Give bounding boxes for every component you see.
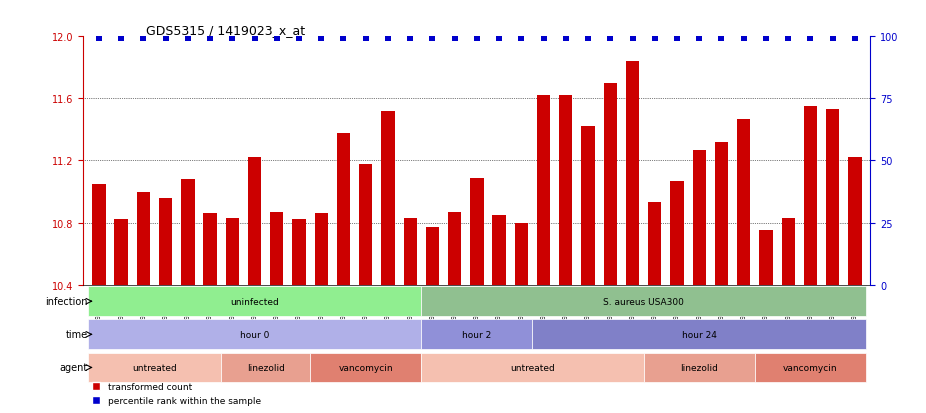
Bar: [93, 184, 106, 285]
Text: infection: infection: [45, 297, 88, 306]
FancyBboxPatch shape: [421, 287, 866, 316]
Text: untreated: untreated: [510, 363, 555, 372]
Bar: [315, 214, 328, 285]
Bar: [582, 127, 594, 285]
Bar: [693, 150, 706, 285]
Text: hour 2: hour 2: [462, 330, 492, 339]
Text: linezolid: linezolid: [681, 363, 719, 372]
Bar: [115, 220, 128, 285]
Legend: transformed count, percentile rank within the sample: transformed count, percentile rank withi…: [88, 379, 265, 408]
Bar: [181, 180, 194, 285]
Text: linezolid: linezolid: [246, 363, 284, 372]
Bar: [493, 215, 506, 285]
Bar: [270, 212, 283, 285]
Bar: [626, 62, 639, 285]
Text: uninfected: uninfected: [231, 297, 279, 306]
Bar: [804, 107, 817, 285]
FancyBboxPatch shape: [310, 353, 421, 382]
Bar: [848, 158, 861, 285]
Bar: [559, 96, 572, 285]
Bar: [782, 218, 795, 285]
Text: time: time: [66, 330, 88, 339]
Bar: [426, 228, 439, 285]
Bar: [448, 212, 461, 285]
Bar: [515, 223, 528, 285]
FancyBboxPatch shape: [88, 320, 421, 349]
Bar: [337, 133, 350, 285]
Bar: [159, 198, 172, 285]
Bar: [470, 178, 483, 285]
Bar: [670, 181, 683, 285]
FancyBboxPatch shape: [88, 353, 221, 382]
Text: untreated: untreated: [132, 363, 177, 372]
Bar: [715, 142, 728, 285]
Bar: [604, 84, 617, 285]
Text: hour 24: hour 24: [682, 330, 717, 339]
Bar: [404, 218, 417, 285]
Text: agent: agent: [59, 363, 88, 373]
Bar: [537, 96, 550, 285]
Bar: [737, 119, 750, 285]
Bar: [382, 112, 394, 285]
FancyBboxPatch shape: [421, 353, 644, 382]
Text: vancomycin: vancomycin: [783, 363, 838, 372]
FancyBboxPatch shape: [221, 353, 310, 382]
Bar: [137, 192, 150, 285]
Text: S. aureus USA300: S. aureus USA300: [603, 297, 684, 306]
FancyBboxPatch shape: [88, 287, 421, 316]
Bar: [826, 110, 839, 285]
Bar: [204, 214, 217, 285]
FancyBboxPatch shape: [532, 320, 866, 349]
Bar: [359, 164, 372, 285]
Text: hour 0: hour 0: [240, 330, 269, 339]
Text: GDS5315 / 1419023_x_at: GDS5315 / 1419023_x_at: [146, 24, 306, 37]
FancyBboxPatch shape: [755, 353, 866, 382]
Bar: [759, 231, 772, 285]
Bar: [248, 158, 261, 285]
Bar: [648, 203, 661, 285]
Bar: [226, 218, 239, 285]
Text: vancomycin: vancomycin: [338, 363, 393, 372]
FancyBboxPatch shape: [421, 320, 532, 349]
Bar: [293, 220, 306, 285]
FancyBboxPatch shape: [644, 353, 755, 382]
